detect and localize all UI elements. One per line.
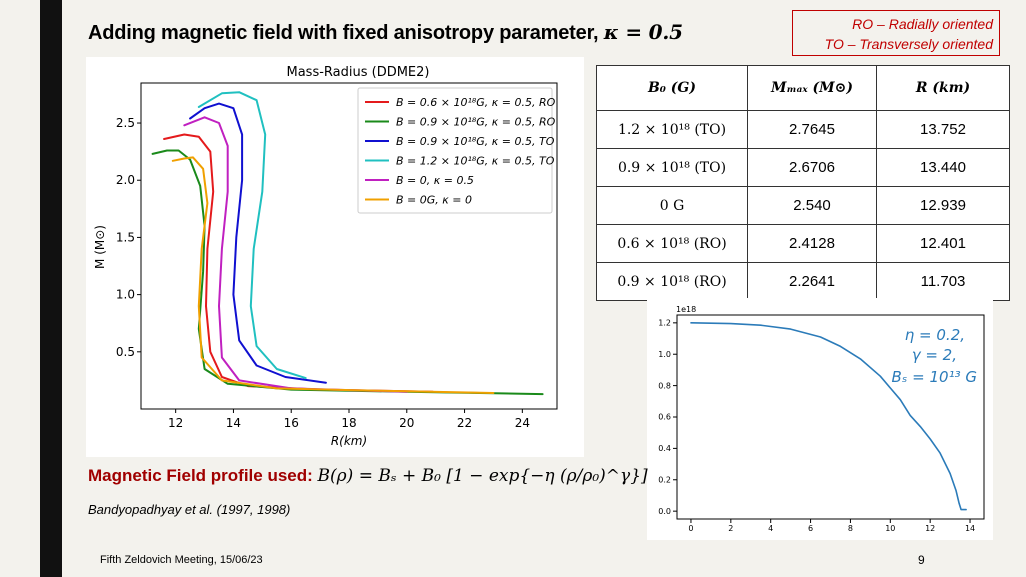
table-row: 1.2 × 10¹⁸ (TO) 2.7645 13.752 [596,110,1010,149]
field-profile-chart-panel: 1e18 0 2 4 6 8 10 12 14 0.0 0.2 0.4 0.6 0.8 1.0 1.2 η … [647,298,993,540]
y-tick-label: 2.5 [116,116,135,130]
field-profile-annotation-eta: η = 0.2, [905,326,965,344]
y-tick-label: 1.2 [658,319,671,328]
table-cell-radius: 12.401 [876,224,1010,263]
x-tick-label: 20 [399,416,414,430]
x-tick-label: 12 [168,416,183,430]
table-row: 0 G 2.540 12.939 [596,186,1010,225]
table-row: 0.6 × 10¹⁸ (RO) 2.4128 12.401 [596,224,1010,263]
legend-to-text: TO – Transversely oriented [824,36,993,52]
table-cell-radius: 12.939 [876,186,1010,225]
x-tick-label: 22 [457,416,472,430]
table-cell-b0: 0.9 × 10¹⁸ (RO) [596,262,748,301]
series-line-5 [183,116,408,393]
y-tick-label: 0.2 [658,475,671,484]
y-tick-label: 1.0 [116,288,135,302]
table-cell-b0: 0.6 × 10¹⁸ (RO) [596,224,748,263]
x-tick-label: 0 [688,524,693,533]
y-tick-label: 0.5 [116,345,135,359]
series-line-1 [690,322,967,511]
field-profile-exponent-label: 1e18 [676,305,696,314]
legend-entry-1: B = 0.6 × 10¹⁸G, κ = 0.5, RO [396,96,556,109]
legend-entry-5: B = 0, κ = 0.5 [396,174,474,187]
table-header-mmax: Mₘₐₓ (M⊙) [747,65,877,111]
table-cell-mmax: 2.540 [747,186,877,225]
slide-footer: Fifth Zeldovich Meeting, 15/06/23 [100,554,263,566]
y-tick-label: 0.4 [658,444,671,453]
orientation-legend-box: RO – Radially oriented TO – Transversely… [792,10,1000,56]
x-tick-label: 14 [965,524,975,533]
x-tick-label: 24 [515,416,530,430]
mass-radius-ylabel: M (M⊙) [93,225,107,269]
slide-title-math: κ = 0.5 [603,20,683,44]
table-cell-radius: 13.440 [876,148,1010,187]
field-profile-annotation-bs: Bₛ = 10¹³ G [892,368,978,386]
mass-radius-chart: Mass-Radius (DDME2) 12 14 16 18 20 22 24 0.5 1.0… [93,65,558,448]
table-cell-b0: 0 G [596,186,748,225]
magnetic-field-profile: Magnetic Field profile used: B(ρ) = Bₛ +… [88,466,648,486]
reference-citation: Bandyopadhyay et al. (1997, 1998) [88,502,291,517]
table-cell-mmax: 2.7645 [747,110,877,149]
legend-entry-4: B = 1.2 × 10¹⁸G, κ = 0.5, TO [396,155,555,168]
slide-title: Adding magnetic field with fixed anisotr… [88,20,683,45]
table-cell-radius: 11.703 [876,262,1010,301]
legend-entry-3: B = 0.9 × 10¹⁸G, κ = 0.5, TO [396,135,555,148]
field-profile-annotation-gamma: γ = 2, [912,346,957,364]
table-row: 0.9 × 10¹⁸ (TO) 2.6706 13.440 [596,148,1010,187]
magnetic-field-profile-label: Magnetic Field profile used: [88,466,313,485]
y-tick-label: 0.0 [658,507,671,516]
table-cell-mmax: 2.6706 [747,148,877,187]
table-row: 0.9 × 10¹⁸ (RO) 2.2641 11.703 [596,262,1010,301]
mass-radius-legend [357,87,553,214]
legend-ro-text: RO – Radially oriented [852,16,993,32]
x-tick-label: 18 [341,416,356,430]
y-tick-label: 0.8 [658,381,671,390]
table-header-b0: B₀ (G) [596,65,748,111]
x-tick-label: 2 [728,524,733,533]
series-line-3 [189,102,327,384]
x-tick-label: 14 [226,416,241,430]
table-cell-b0: 1.2 × 10¹⁸ (TO) [596,110,748,149]
table-cell-mmax: 2.2641 [747,262,877,301]
y-tick-label: 0.6 [658,413,671,422]
table-header-row: B₀ (G) Mₘₐₓ (M⊙) R (km) [596,65,1010,111]
y-tick-label: 2.0 [116,173,135,187]
x-tick-label: 12 [925,524,935,533]
slide-title-text: Adding magnetic field with fixed anisotr… [88,22,604,44]
mass-radius-chart-title: Mass-Radius (DDME2) [286,65,429,80]
table-cell-mmax: 2.4128 [747,224,877,263]
magnetic-field-equation: B(ρ) = Bₛ + B₀ [1 − exp{−η (ρ/ρ₀)^γ}] [317,466,648,486]
mass-radius-chart-panel: Mass-Radius (DDME2) 12 14 16 18 20 22 24 0.5 1.0… [86,57,584,457]
x-tick-label: 4 [768,524,773,533]
mass-radius-xlabel: R(km) [331,434,367,448]
x-tick-label: 10 [885,524,895,533]
legend-entry-2: B = 0.9 × 10¹⁸G, κ = 0.5, RO [396,116,556,129]
field-profile-chart: 1e18 0 2 4 6 8 10 12 14 0.0 0.2 0.4 0.6 0.8 1.0 1.2 η … [658,305,985,533]
legend-entry-6: B = 0G, κ = 0 [396,194,472,207]
table-cell-radius: 13.752 [876,110,1010,149]
x-tick-label: 6 [808,524,813,533]
slide-sidebar-bar [40,0,62,577]
series-line-4 [197,91,307,380]
y-tick-label: 1.5 [116,230,135,244]
series-line-6 [171,156,495,394]
page-number: 9 [918,553,925,567]
x-tick-label: 16 [284,416,299,430]
table-header-radius: R (km) [876,65,1010,111]
table-cell-b0: 0.9 × 10¹⁸ (TO) [596,148,748,187]
x-tick-label: 8 [848,524,853,533]
max-mass-table: B₀ (G) Mₘₐₓ (M⊙) R (km) 1.2 × 10¹⁸ (TO) … [596,65,1010,301]
y-tick-label: 1.0 [658,350,671,359]
